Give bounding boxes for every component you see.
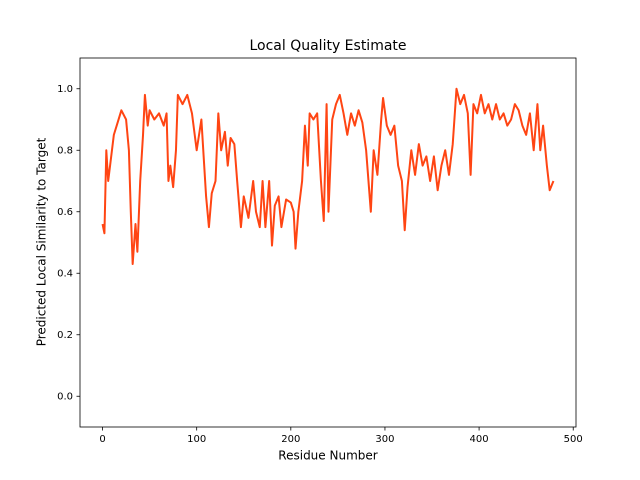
- x-tick-label: 200: [281, 434, 300, 445]
- chart-title: Local Quality Estimate: [249, 38, 406, 54]
- y-tick-label: 0.0: [57, 391, 73, 402]
- x-tick-label: 400: [470, 434, 489, 445]
- y-tick-label: 0.6: [57, 207, 73, 218]
- y-tick-label: 0.8: [57, 145, 73, 156]
- x-axis-label: Residue Number: [278, 449, 377, 463]
- y-tick-label: 0.4: [57, 268, 73, 279]
- x-tick-label: 300: [375, 434, 394, 445]
- data-line: [101, 87, 555, 266]
- x-tick-label: 0: [99, 434, 105, 445]
- y-tick-label: 1.0: [57, 84, 73, 95]
- x-tick-label: 500: [564, 434, 583, 445]
- y-tick-label: 0.2: [57, 330, 73, 341]
- x-tick-label: 100: [187, 434, 206, 445]
- plot-frame: [79, 57, 577, 428]
- y-axis-label: Predicted Local Similarity to Target: [35, 137, 49, 346]
